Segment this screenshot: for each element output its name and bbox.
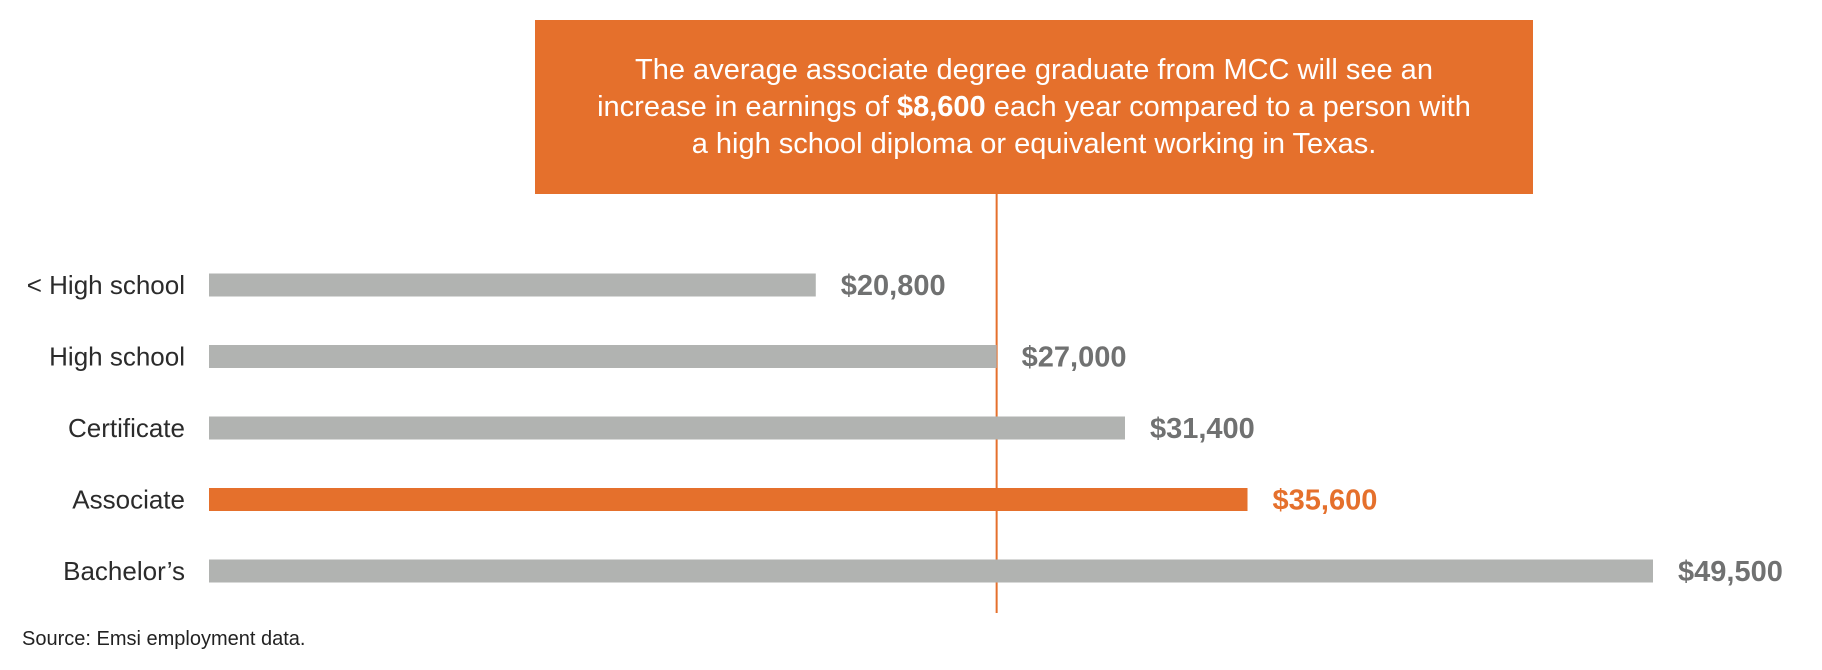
callout-text-before: The average associate degree graduate fr… (597, 53, 1433, 123)
bar (209, 559, 1653, 583)
value-label: $27,000 (1022, 342, 1127, 374)
bar (209, 416, 1125, 440)
category-label: High school (49, 342, 185, 372)
callout-highlight: $8,600 (896, 90, 986, 123)
value-label: $35,600 (1273, 485, 1378, 517)
bar (209, 273, 816, 297)
source-note: Source: Emsi employment data. (22, 628, 306, 650)
category-label: Certificate (68, 413, 185, 443)
callout-text-after: each year compared to a person with a hi… (691, 90, 1471, 160)
bar (209, 488, 1248, 511)
value-label: $20,800 (841, 270, 946, 302)
category-label: < High school (27, 270, 185, 300)
value-label: $49,500 (1678, 556, 1783, 588)
bar (209, 345, 997, 368)
value-label: $31,400 (1150, 413, 1255, 445)
category-label: Bachelor’s (63, 556, 185, 586)
callout-text: The average associate degree graduate fr… (595, 52, 1473, 163)
category-label: Associate (72, 485, 185, 515)
callout-box: The average associate degree graduate fr… (535, 20, 1533, 194)
